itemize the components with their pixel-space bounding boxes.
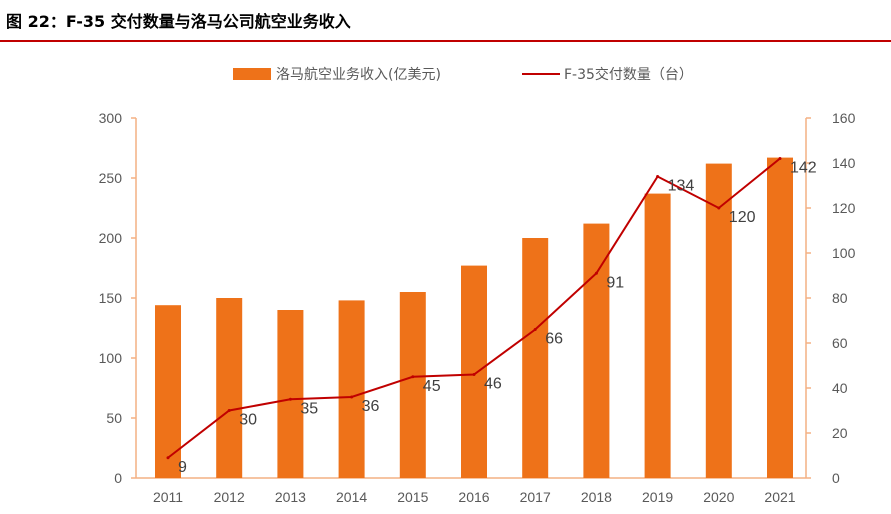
legend-label-deliveries: F-35交付数量（台）: [564, 66, 693, 83]
data-label-2020: 120: [729, 209, 756, 226]
data-label-2011: 9: [178, 459, 187, 476]
bar-2014: [338, 300, 365, 478]
y-right-tick-label: 120: [832, 200, 856, 216]
data-label-2021: 142: [790, 160, 817, 177]
line-point-2011: [166, 456, 170, 460]
x-tick-label: 2020: [703, 489, 734, 505]
figure-title: 图 22：F-35 交付数量与洛马公司航空业务收入: [6, 12, 351, 31]
x-tick-label: 2019: [642, 489, 673, 505]
x-tick-label: 2015: [397, 489, 428, 505]
bar-2020: [705, 163, 732, 478]
line-point-2014: [350, 395, 354, 399]
x-tick-label: 2011: [153, 489, 183, 505]
x-tick-label: 2013: [275, 489, 306, 505]
bar-2012: [216, 298, 243, 478]
line-point-2020: [717, 206, 721, 210]
y-right-tick-label: 0: [832, 470, 840, 486]
y-right-tick-label: 80: [832, 290, 848, 306]
data-label-2012: 30: [239, 412, 257, 429]
data-label-2019: 134: [668, 178, 695, 195]
legend-label-revenue: 洛马航空业务收入(亿美元): [276, 67, 441, 83]
y-right-tick-label: 100: [832, 245, 856, 261]
line-point-2019: [656, 175, 660, 178]
line-point-2017: [533, 328, 537, 331]
bar-2017: [522, 238, 549, 478]
y-right-tick-label: 40: [832, 380, 848, 396]
data-label-2013: 35: [300, 400, 318, 417]
data-label-2014: 36: [362, 398, 380, 415]
line-point-2012: [227, 409, 231, 412]
bar-2011: [155, 305, 181, 478]
line-point-2015: [411, 375, 415, 379]
y-left-tick-label: 200: [99, 230, 123, 246]
y-left-tick-label: 100: [99, 350, 123, 366]
y-left-tick-label: 300: [99, 110, 123, 126]
y-left-tick-label: 150: [99, 290, 123, 306]
bar-2013: [277, 310, 304, 478]
data-label-2017: 66: [545, 331, 563, 348]
y-right-tick-label: 20: [832, 425, 848, 441]
x-tick-label: 2014: [336, 489, 367, 505]
bar-2018: [583, 223, 610, 478]
bar-2021: [767, 157, 793, 478]
y-left-tick-label: 250: [99, 170, 123, 186]
data-label-2016: 46: [484, 376, 502, 393]
line-point-2016: [472, 373, 476, 376]
x-tick-label: 2021: [764, 489, 795, 505]
line-point-2021: [778, 157, 782, 160]
title-rule: [0, 40, 891, 42]
bar-2019: [644, 193, 671, 478]
y-left-tick-label: 50: [106, 410, 122, 426]
x-tick-label: 2018: [581, 489, 612, 505]
data-label-2015: 45: [423, 378, 441, 395]
bar-2015: [399, 292, 426, 478]
y-right-tick-label: 140: [832, 155, 856, 171]
legend-swatch-revenue: [233, 68, 271, 80]
line-point-2013: [288, 397, 292, 401]
x-tick-label: 2012: [214, 489, 245, 505]
y-right-tick-label: 60: [832, 335, 848, 351]
x-tick-label: 2016: [458, 489, 489, 505]
y-right-tick-label: 160: [832, 110, 856, 126]
bar-2016: [461, 265, 487, 478]
y-left-tick-label: 0: [114, 470, 122, 486]
x-tick-label: 2017: [520, 489, 551, 505]
data-label-2018: 91: [606, 274, 624, 291]
line-point-2018: [594, 271, 598, 275]
